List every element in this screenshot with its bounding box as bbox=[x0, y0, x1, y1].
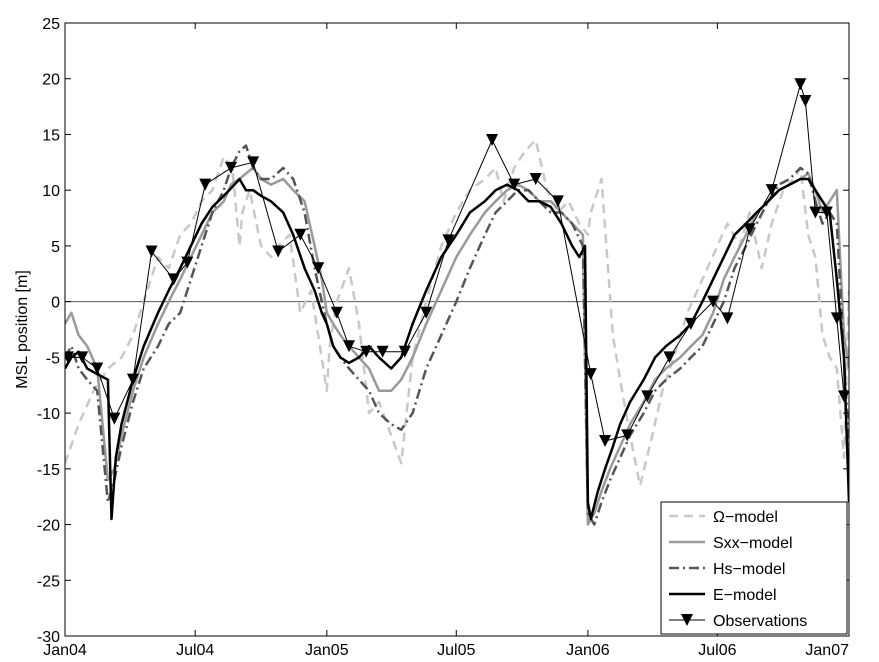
observation-marker bbox=[809, 206, 822, 219]
observation-marker bbox=[181, 256, 194, 269]
observation-marker bbox=[743, 223, 756, 236]
observation-marker bbox=[442, 234, 455, 247]
plot-frame bbox=[64, 22, 850, 637]
observation-marker bbox=[529, 173, 542, 186]
observation-marker bbox=[641, 390, 654, 403]
legend-label: E−model bbox=[713, 587, 777, 604]
legend-label: Hs−model bbox=[713, 561, 785, 578]
observation-marker bbox=[707, 295, 720, 308]
legend-label: Ω−model bbox=[713, 509, 778, 526]
y-tick-label: 15 bbox=[42, 127, 60, 144]
observation-marker bbox=[551, 195, 564, 208]
observation-marker bbox=[799, 95, 812, 108]
observation-marker bbox=[486, 134, 499, 147]
legend-label: Observations bbox=[713, 613, 807, 630]
observation-marker bbox=[312, 262, 325, 275]
y-tick-label: -15 bbox=[37, 462, 60, 479]
observation-marker bbox=[398, 345, 411, 358]
x-tick-label: Jul04 bbox=[176, 642, 214, 659]
y-tick-label: -5 bbox=[46, 350, 60, 367]
observation-marker bbox=[272, 245, 285, 258]
legend-marker bbox=[681, 614, 693, 626]
observation-marker bbox=[199, 178, 212, 191]
observation-marker bbox=[837, 390, 849, 403]
y-tick-label: 20 bbox=[42, 72, 60, 89]
observation-marker bbox=[376, 345, 389, 358]
observation-marker bbox=[663, 351, 676, 364]
observation-marker bbox=[794, 78, 807, 91]
y-tick-label: 10 bbox=[42, 183, 60, 200]
observation-marker bbox=[247, 156, 260, 169]
observation-marker bbox=[621, 429, 634, 442]
observation-marker bbox=[167, 273, 180, 286]
x-tick-label: Jan07 bbox=[805, 642, 849, 659]
observation-marker bbox=[721, 312, 734, 325]
legend: Ω−model Sxx−model Hs−model E−model Observati… bbox=[660, 501, 848, 635]
y-axis-label: MSL position [m] bbox=[14, 270, 31, 389]
observation-marker bbox=[145, 245, 158, 258]
observation-marker bbox=[584, 368, 597, 381]
series-line-1 bbox=[65, 166, 849, 526]
observation-marker bbox=[765, 184, 778, 197]
observation-marker bbox=[508, 178, 521, 191]
series-layer bbox=[65, 78, 849, 526]
x-tick-label: Jan06 bbox=[566, 642, 610, 659]
observation-marker bbox=[224, 161, 237, 174]
y-tick-label: -25 bbox=[37, 573, 60, 590]
observation-marker bbox=[830, 312, 843, 325]
observation-marker bbox=[91, 362, 104, 375]
observation-marker bbox=[599, 434, 612, 447]
observation-marker bbox=[342, 340, 355, 353]
y-tick-label: 25 bbox=[42, 16, 60, 33]
observation-marker bbox=[360, 345, 373, 358]
y-tick-label: -20 bbox=[37, 518, 60, 535]
observation-marker bbox=[330, 306, 343, 319]
y-tick-label: -30 bbox=[37, 629, 60, 646]
y-tick-label: 0 bbox=[51, 295, 60, 312]
x-tick-label: Jan04 bbox=[43, 642, 87, 659]
x-tick-label: Jan05 bbox=[305, 642, 349, 659]
x-tick-label: Jul06 bbox=[698, 642, 736, 659]
observation-marker bbox=[684, 317, 697, 330]
y-tick-label: -10 bbox=[37, 406, 60, 423]
series-line-2 bbox=[65, 144, 849, 526]
x-tick-label: Jul05 bbox=[437, 642, 475, 659]
observation-marker bbox=[420, 306, 433, 319]
observation-marker bbox=[108, 412, 121, 425]
observation-marker bbox=[820, 206, 833, 219]
legend-label: Sxx−model bbox=[713, 535, 793, 552]
observation-marker bbox=[76, 351, 89, 364]
observation-marker bbox=[126, 373, 139, 386]
series-line-3 bbox=[65, 177, 849, 521]
observation-marker bbox=[294, 228, 307, 241]
y-tick-label: 5 bbox=[51, 239, 60, 256]
